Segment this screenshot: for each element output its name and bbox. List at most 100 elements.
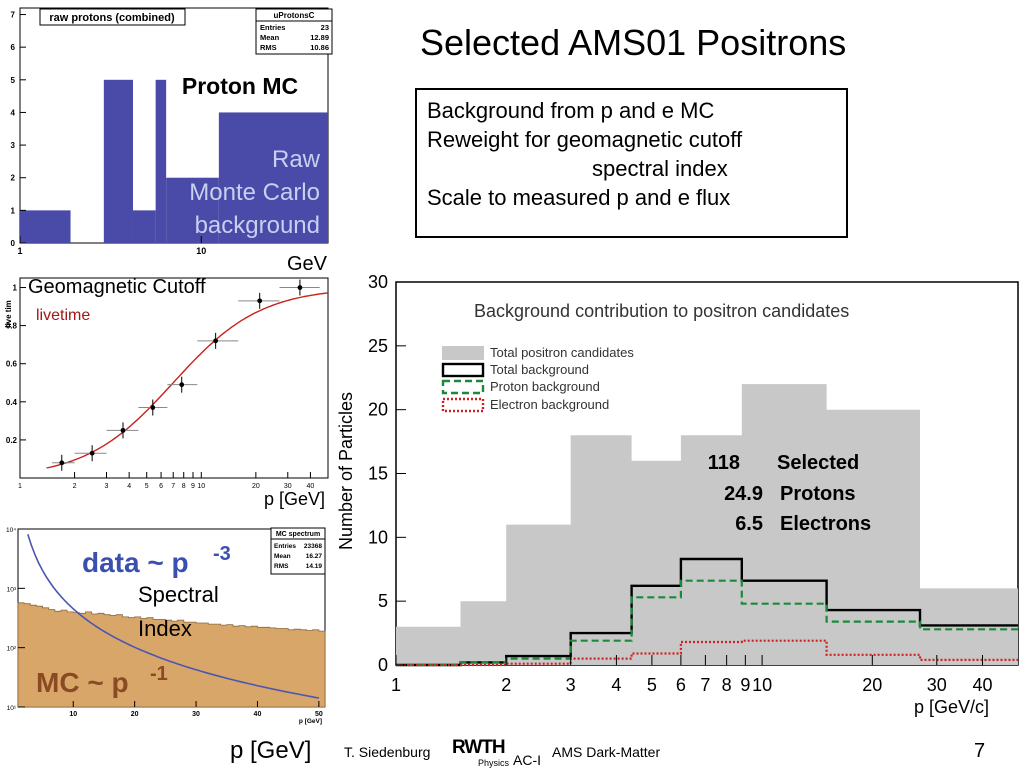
histogram-bar (166, 177, 219, 243)
page-number: 7 (974, 740, 986, 762)
x-tick-label: 40 (254, 711, 262, 718)
caption-line: background (195, 212, 320, 239)
x-tick-label: 20 (252, 483, 260, 490)
x-tick-label: 30 (192, 711, 200, 718)
data-point (179, 382, 185, 388)
legend-label: Electron background (490, 397, 609, 412)
x-tick-label: 20 (131, 711, 139, 718)
data-point (89, 450, 95, 456)
y-tick-label: 2 (11, 174, 16, 183)
method-box: Background from p and e MC Reweight for … (415, 88, 848, 238)
xaxis-small-label: p [GeV] (299, 718, 322, 725)
annotation-line: Index (138, 616, 192, 641)
footer-author: T. Siedenburg (344, 744, 431, 760)
histogram-bar (20, 210, 71, 243)
xaxis-label: p [GeV/c] (914, 697, 989, 717)
y-tick-label: 15 (368, 464, 388, 484)
y-tick-label: 30 (368, 272, 388, 292)
x-tick-label: 8 (182, 483, 186, 490)
stats-key: Entries (260, 23, 285, 32)
y-tick-label: 0.4 (6, 398, 18, 407)
summary-label: Selected (777, 452, 859, 474)
x-tick-label: 3 (566, 675, 576, 695)
stats-key: Mean (274, 553, 291, 560)
stats-key: Entries (274, 543, 296, 550)
x-tick-label: 8 (722, 675, 732, 695)
y-tick-label: 4 (11, 108, 16, 117)
stats-value: 12.89 (310, 33, 329, 42)
plot-frame (19, 277, 329, 479)
legend-swatch (441, 379, 485, 395)
histogram-bar (103, 79, 133, 243)
stats-value: 23 (321, 23, 329, 32)
hist-title-box (39, 8, 186, 26)
stats-value: 23368 (304, 543, 322, 550)
y-tick-label: 7 (11, 11, 16, 20)
stats-title: uProtonsC (274, 11, 315, 20)
mc-power-label: MC ~ p (36, 667, 129, 698)
method-line: Scale to measured p and e flux (427, 185, 731, 210)
histogram-bar (155, 79, 167, 243)
summary-label: Electrons (780, 513, 871, 535)
x-tick-label: 30 (284, 483, 292, 490)
x-tick-label: 4 (611, 675, 621, 695)
data-power-exponent: -3 (213, 543, 231, 565)
slide-title: Selected AMS01 Positrons (420, 22, 847, 63)
legend-swatch (442, 346, 484, 360)
hist-title: raw protons (combined) (49, 12, 175, 24)
method-line: Reweight for geomagnetic cutoff (427, 127, 743, 152)
x-tick-label: 2 (73, 483, 77, 490)
proton-background-line (396, 579, 1018, 667)
x-tick-label: 10 (196, 246, 206, 256)
x-tick-label: 10 (197, 483, 205, 490)
histogram-bar (218, 112, 328, 243)
method-line: Background from p and e MC (427, 98, 715, 123)
spectrum-plot: 10¹ 10² 10³ 10⁴ 10 20 30 40 50 MC spectrum Entri… (6, 527, 326, 764)
yaxis-label: Number of Particles (336, 392, 356, 550)
caption-line: Raw (272, 146, 321, 173)
data-point (120, 427, 126, 433)
curve-label: livetime (36, 307, 90, 324)
legend-label: Total positron candidates (490, 345, 634, 360)
rwth-logo-sub: Physics (478, 758, 510, 768)
xaxis-label: p [GeV] (264, 489, 325, 509)
y-tick-label: 6 (11, 43, 16, 52)
yaxis-label: live tim (4, 300, 13, 328)
stats-box (255, 8, 333, 55)
mc-power-exponent: -1 (150, 663, 168, 685)
summary-label: Protons (780, 483, 856, 505)
summary-count: 24.9 (724, 483, 763, 505)
x-tick-label: 6 (676, 675, 686, 695)
candidates-histogram (396, 384, 1018, 665)
rwth-logo: RWTH (452, 737, 506, 758)
stats-key: Mean (260, 33, 280, 42)
legend-swatch (441, 362, 485, 378)
spectrum-area (17, 602, 326, 708)
y-tick-label: 3 (11, 141, 16, 150)
summary-count: 118 (708, 452, 740, 474)
stats-value: 10.86 (310, 43, 329, 52)
unit-label: GeV (287, 253, 328, 275)
x-tick-label: 10 (752, 675, 772, 695)
y-tick-label: 5 (11, 76, 16, 85)
data-point (150, 405, 156, 410)
panel-heading: Geomagnetic Cutoff (28, 276, 206, 298)
chart-title: Background contribution to positron cand… (474, 301, 849, 321)
livetime-plot: 0.2 0.4 0.6 0.8 1 1 2 3 4 5 6 7 8 9 10 20 30 40 Geomagnet… (4, 276, 329, 509)
data-power-label: data ~ p (82, 547, 189, 578)
xaxis-label: p [GeV] (230, 737, 311, 764)
x-tick-label: 4 (127, 483, 131, 490)
y-tick-label: 0 (378, 655, 388, 675)
y-tick-label: 0 (11, 239, 16, 248)
x-tick-label: 9 (740, 675, 750, 695)
legend-swatch (441, 397, 485, 413)
annotation-line: Spectral (138, 582, 219, 607)
data-point (213, 338, 219, 344)
x-tick-label: 1 (18, 483, 22, 490)
y-tick-label: 0.6 (6, 360, 18, 369)
caption-line: Monte Carlo (189, 179, 320, 206)
x-tick-label: 1 (17, 246, 22, 256)
footer-course: AC-I (513, 752, 541, 768)
